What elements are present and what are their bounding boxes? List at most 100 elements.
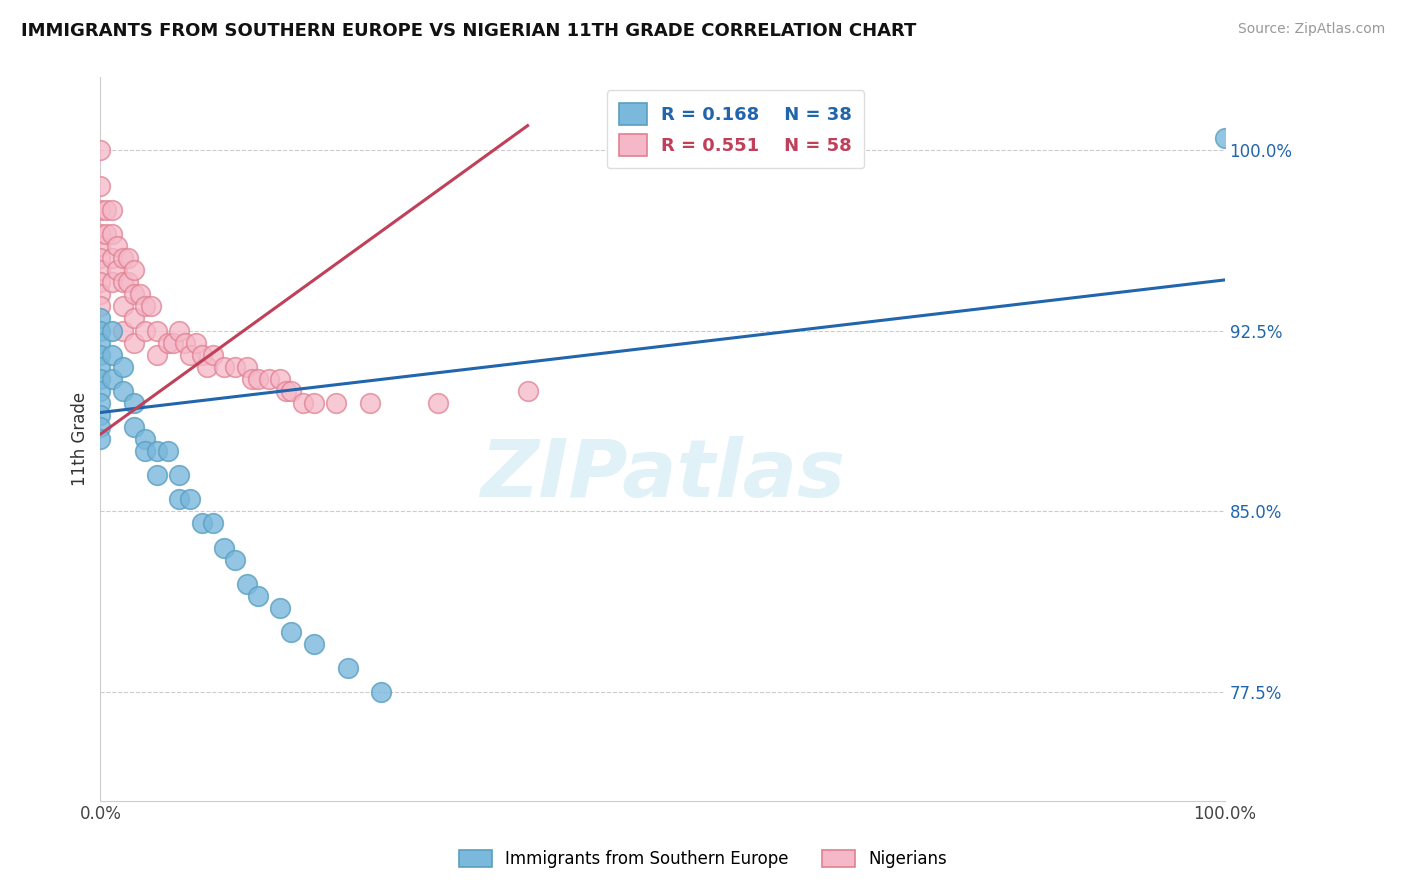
Point bbox=[122, 311, 145, 326]
Point bbox=[89, 263, 111, 277]
Point bbox=[235, 576, 257, 591]
Point bbox=[111, 252, 134, 266]
Point bbox=[195, 359, 218, 374]
Point bbox=[134, 432, 156, 446]
Point bbox=[359, 396, 381, 410]
Point bbox=[122, 335, 145, 350]
Point bbox=[246, 589, 269, 603]
Point bbox=[105, 263, 128, 277]
Point bbox=[302, 396, 325, 410]
Point bbox=[89, 384, 111, 398]
Point bbox=[240, 372, 263, 386]
Point bbox=[145, 444, 167, 458]
Point bbox=[111, 384, 134, 398]
Point bbox=[184, 335, 207, 350]
Point bbox=[201, 348, 224, 362]
Point bbox=[111, 300, 134, 314]
Point bbox=[100, 202, 122, 217]
Point bbox=[94, 202, 117, 217]
Point bbox=[100, 252, 122, 266]
Point bbox=[111, 324, 134, 338]
Y-axis label: 11th Grade: 11th Grade bbox=[72, 392, 89, 486]
Point bbox=[224, 552, 246, 566]
Point bbox=[1213, 130, 1236, 145]
Point bbox=[94, 227, 117, 241]
Point bbox=[89, 420, 111, 434]
Point bbox=[224, 359, 246, 374]
Text: ZIPatlas: ZIPatlas bbox=[479, 436, 845, 514]
Point bbox=[179, 348, 201, 362]
Point bbox=[100, 348, 122, 362]
Legend: R = 0.168    N = 38, R = 0.551    N = 58: R = 0.168 N = 38, R = 0.551 N = 58 bbox=[607, 90, 865, 169]
Point bbox=[201, 516, 224, 531]
Point bbox=[89, 227, 111, 241]
Point bbox=[280, 384, 302, 398]
Point bbox=[100, 276, 122, 290]
Point bbox=[269, 600, 291, 615]
Point bbox=[269, 372, 291, 386]
Text: IMMIGRANTS FROM SOUTHERN EUROPE VS NIGERIAN 11TH GRADE CORRELATION CHART: IMMIGRANTS FROM SOUTHERN EUROPE VS NIGER… bbox=[21, 22, 917, 40]
Point bbox=[190, 516, 212, 531]
Point bbox=[100, 324, 122, 338]
Point bbox=[162, 335, 184, 350]
Point bbox=[89, 432, 111, 446]
Point bbox=[117, 252, 139, 266]
Point bbox=[111, 359, 134, 374]
Point bbox=[173, 335, 195, 350]
Point bbox=[128, 287, 150, 301]
Point bbox=[257, 372, 280, 386]
Point bbox=[89, 396, 111, 410]
Point bbox=[370, 685, 392, 699]
Point bbox=[167, 324, 190, 338]
Point bbox=[89, 348, 111, 362]
Point bbox=[122, 396, 145, 410]
Point bbox=[156, 444, 179, 458]
Point bbox=[302, 637, 325, 651]
Point bbox=[122, 263, 145, 277]
Point bbox=[325, 396, 347, 410]
Point bbox=[167, 492, 190, 507]
Point bbox=[100, 372, 122, 386]
Point bbox=[235, 359, 257, 374]
Point bbox=[167, 468, 190, 483]
Point bbox=[145, 324, 167, 338]
Point bbox=[336, 661, 359, 675]
Point bbox=[145, 348, 167, 362]
Point bbox=[145, 468, 167, 483]
Point bbox=[212, 541, 235, 555]
Text: Source: ZipAtlas.com: Source: ZipAtlas.com bbox=[1237, 22, 1385, 37]
Point bbox=[89, 252, 111, 266]
Legend: Immigrants from Southern Europe, Nigerians: Immigrants from Southern Europe, Nigeria… bbox=[450, 842, 956, 877]
Point bbox=[122, 420, 145, 434]
Point bbox=[139, 300, 162, 314]
Point bbox=[274, 384, 297, 398]
Point bbox=[516, 384, 538, 398]
Point bbox=[89, 311, 111, 326]
Point bbox=[89, 335, 111, 350]
Point bbox=[89, 324, 111, 338]
Point bbox=[280, 624, 302, 639]
Point bbox=[134, 300, 156, 314]
Point bbox=[105, 239, 128, 253]
Point bbox=[426, 396, 449, 410]
Point bbox=[89, 408, 111, 422]
Point bbox=[291, 396, 314, 410]
Point bbox=[212, 359, 235, 374]
Point bbox=[111, 276, 134, 290]
Point bbox=[89, 300, 111, 314]
Point bbox=[134, 444, 156, 458]
Point bbox=[246, 372, 269, 386]
Point bbox=[89, 287, 111, 301]
Point bbox=[134, 324, 156, 338]
Point bbox=[89, 359, 111, 374]
Point bbox=[89, 372, 111, 386]
Point bbox=[89, 178, 111, 193]
Point bbox=[179, 492, 201, 507]
Point bbox=[89, 202, 111, 217]
Point bbox=[190, 348, 212, 362]
Point bbox=[89, 143, 111, 157]
Point bbox=[117, 276, 139, 290]
Point bbox=[89, 276, 111, 290]
Point bbox=[89, 239, 111, 253]
Point bbox=[100, 227, 122, 241]
